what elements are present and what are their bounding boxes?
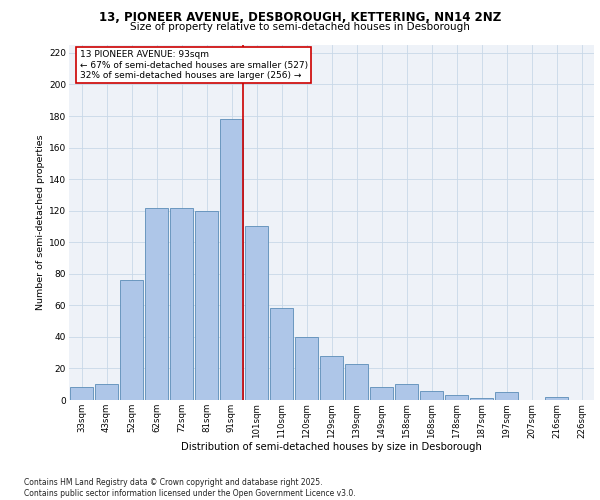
Bar — [120, 280, 143, 400]
Bar — [345, 364, 368, 400]
Bar — [270, 308, 293, 400]
Bar — [170, 208, 193, 400]
Bar — [245, 226, 268, 400]
Bar — [95, 384, 118, 400]
Bar — [370, 388, 393, 400]
Bar — [395, 384, 418, 400]
Bar — [70, 388, 93, 400]
Text: 13, PIONEER AVENUE, DESBOROUGH, KETTERING, NN14 2NZ: 13, PIONEER AVENUE, DESBOROUGH, KETTERIN… — [99, 11, 501, 24]
X-axis label: Distribution of semi-detached houses by size in Desborough: Distribution of semi-detached houses by … — [181, 442, 482, 452]
Bar — [195, 210, 218, 400]
Bar — [320, 356, 343, 400]
Bar — [445, 396, 468, 400]
Bar — [220, 119, 243, 400]
Text: 13 PIONEER AVENUE: 93sqm
← 67% of semi-detached houses are smaller (527)
32% of : 13 PIONEER AVENUE: 93sqm ← 67% of semi-d… — [79, 50, 308, 80]
Bar — [495, 392, 518, 400]
Bar — [545, 397, 568, 400]
Bar — [145, 208, 168, 400]
Text: Size of property relative to semi-detached houses in Desborough: Size of property relative to semi-detach… — [130, 22, 470, 32]
Bar — [295, 337, 318, 400]
Bar — [470, 398, 493, 400]
Bar — [420, 390, 443, 400]
Text: Contains HM Land Registry data © Crown copyright and database right 2025.
Contai: Contains HM Land Registry data © Crown c… — [24, 478, 356, 498]
Y-axis label: Number of semi-detached properties: Number of semi-detached properties — [36, 134, 45, 310]
